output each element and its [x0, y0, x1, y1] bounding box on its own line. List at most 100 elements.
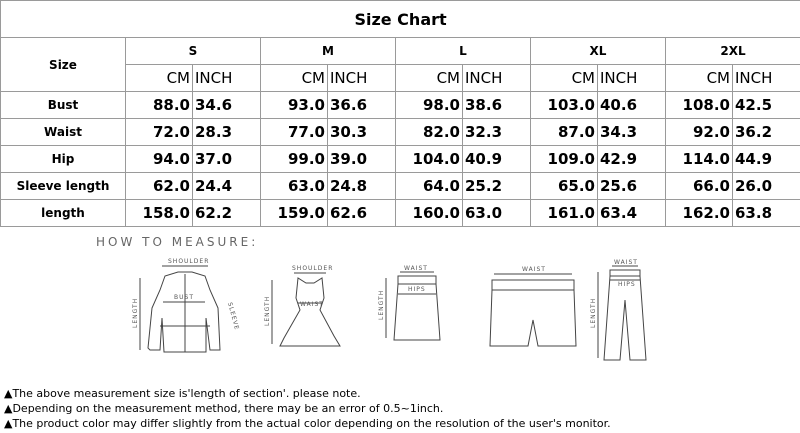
measurement: 114.0	[665, 145, 733, 173]
measurement: 28.3	[192, 118, 261, 146]
table-row: length 158.0 62.2 159.0 62.6 160.0 63.0 161.0 63…	[0, 199, 800, 227]
unit-label: INCH	[327, 64, 396, 92]
label-waist-shorts: WAIST	[522, 266, 546, 273]
row-label: Waist	[0, 118, 126, 146]
measurement: 65.0	[530, 172, 598, 200]
unit-label: INCH	[462, 64, 531, 92]
measurement: 37.0	[192, 145, 261, 173]
row-label: Hip	[0, 145, 126, 173]
label-hips-pants: HIPS	[618, 281, 636, 288]
measurement: 24.4	[192, 172, 261, 200]
measurement: 63.0	[462, 199, 531, 227]
unit-label: INCH	[192, 64, 261, 92]
label-bust: BUST	[174, 294, 194, 301]
table-row: Bust 88.0 34.6 93.0 36.6 98.0 38.6 103.0 40.6 108…	[0, 91, 800, 119]
measurement: 87.0	[530, 118, 598, 146]
measurement: 99.0	[260, 145, 328, 173]
measurement: 98.0	[395, 91, 463, 119]
label-waist-dress: WAIST	[300, 301, 324, 308]
measurement: 34.3	[597, 118, 666, 146]
row-label: length	[0, 199, 126, 227]
measurement: 42.5	[731, 91, 800, 119]
measurement: 62.2	[192, 199, 261, 227]
unit-label: INCH	[731, 64, 800, 92]
label-length-skirt: LENGTH	[378, 290, 385, 320]
label-shoulder: SHOULDER	[168, 258, 209, 265]
measurement: 92.0	[665, 118, 733, 146]
label-length-pants: LENGTH	[590, 298, 597, 328]
unit-label: CM	[395, 64, 463, 92]
size-table: Size Chart Size S M L XL 2XL CM INCH CM INCH CM INCH…	[0, 0, 800, 227]
measurement: 93.0	[260, 91, 328, 119]
table-row: CM INCH CM INCH CM INCH CM INCH CM INCH	[1, 64, 800, 92]
table-row: Sleeve length 62.0 24.4 63.0 24.8 64.0 25.2 65.…	[0, 172, 800, 200]
measurement: 82.0	[395, 118, 463, 146]
pants-figure: WAIST HIPS LENGTH	[590, 259, 647, 361]
unit-label: CM	[260, 64, 328, 92]
size-name: XL	[530, 37, 666, 65]
table-row: Waist 72.0 28.3 77.0 30.3 82.0 32.3 87.0 34.3 92.…	[0, 118, 800, 146]
table-title: Size Chart	[0, 0, 800, 38]
measurement: 24.8	[327, 172, 396, 200]
skirt-figure: WAIST HIPS LENGTH	[378, 265, 441, 341]
measurement: 63.0	[260, 172, 328, 200]
measurement: 26.0	[731, 172, 800, 200]
table-row: Size S M L XL 2XL	[0, 37, 800, 92]
note: ▲Depending on the measurement method, th…	[4, 402, 444, 415]
dress-figure: SHOULDER WAIST LENGTH	[264, 265, 341, 347]
measurement: 103.0	[530, 91, 598, 119]
row-label: Bust	[0, 91, 126, 119]
note: ▲The product color may differ slightly f…	[4, 417, 611, 430]
measurement: 36.6	[327, 91, 396, 119]
measurement: 158.0	[125, 199, 193, 227]
measurement: 66.0	[665, 172, 733, 200]
measurement: 72.0	[125, 118, 193, 146]
measure-heading: HOW TO MEASURE:	[96, 235, 258, 249]
label-length: LENGTH	[132, 298, 139, 328]
label-shoulder-dress: SHOULDER	[292, 265, 333, 272]
unit-label: CM	[530, 64, 598, 92]
unit-label: CM	[125, 64, 193, 92]
measurement: 159.0	[260, 199, 328, 227]
measurement: 64.0	[395, 172, 463, 200]
table-row: Hip 94.0 37.0 99.0 39.0 104.0 40.9 109.0 42.9 114…	[0, 145, 800, 173]
measurement: 36.2	[731, 118, 800, 146]
measurement: 39.0	[327, 145, 396, 173]
measurement: 161.0	[530, 199, 598, 227]
measurement: 32.3	[462, 118, 531, 146]
measurement: 108.0	[665, 91, 733, 119]
label-length-dress: LENGTH	[264, 296, 271, 326]
size-header: Size	[0, 37, 126, 92]
measurement: 62.0	[125, 172, 193, 200]
label-hips-skirt: HIPS	[408, 286, 426, 293]
measurement: 44.9	[731, 145, 800, 173]
label-waist-pants: WAIST	[614, 259, 638, 266]
measurement: 104.0	[395, 145, 463, 173]
row-label: Sleeve length	[0, 172, 126, 200]
measurement: 88.0	[125, 91, 193, 119]
measurement: 25.2	[462, 172, 531, 200]
measurement: 30.3	[327, 118, 396, 146]
measurement: 160.0	[395, 199, 463, 227]
measurement: 162.0	[665, 199, 733, 227]
measurement: 109.0	[530, 145, 598, 173]
measurement: 62.6	[327, 199, 396, 227]
unit-label: CM	[665, 64, 733, 92]
size-name: M	[260, 37, 396, 65]
table-row: Size Chart	[0, 0, 800, 38]
jacket-figure: SHOULDER BUST LENGTH SLEEVE	[132, 258, 240, 353]
measurement: 25.6	[597, 172, 666, 200]
label-sleeve: SLEEVE	[226, 302, 240, 331]
measurement: 63.4	[597, 199, 666, 227]
measurement: 40.6	[597, 91, 666, 119]
measurement: 63.8	[731, 199, 800, 227]
measurement: 94.0	[125, 145, 193, 173]
label-waist-skirt: WAIST	[404, 265, 428, 272]
note: ▲The above measurement size is'length of…	[4, 387, 361, 400]
measurement: 42.9	[597, 145, 666, 173]
measure-guide: HOW TO MEASURE: SHOULDER BUST LENGTH SLE…	[96, 235, 647, 361]
measurement: 38.6	[462, 91, 531, 119]
measurement: 77.0	[260, 118, 328, 146]
shorts-figure: WAIST	[489, 266, 577, 347]
